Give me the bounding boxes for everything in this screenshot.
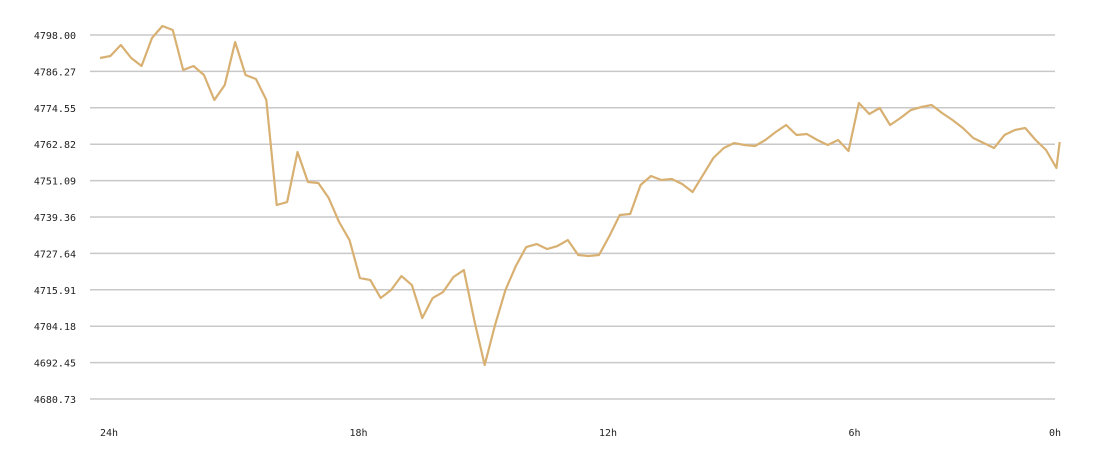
y-tick-label: 4715.91 [34, 286, 76, 297]
y-tick-label: 4762.82 [34, 140, 76, 151]
y-tick-label: 4751.09 [34, 177, 76, 188]
x-tick-label: 18h [350, 428, 368, 439]
y-tick-label: 4786.27 [34, 67, 76, 78]
x-tick-label: 0h [1049, 428, 1061, 439]
y-tick-label: 4680.73 [34, 395, 76, 406]
x-tick-label: 24h [100, 428, 118, 439]
y-tick-label: 4774.55 [34, 104, 76, 115]
y-tick-label: 4727.64 [34, 249, 76, 260]
y-tick-label: 4704.18 [34, 322, 76, 333]
y-tick-label: 4692.45 [34, 359, 76, 370]
y-tick-label: 4798.00 [34, 31, 76, 42]
x-tick-label: 6h [849, 428, 861, 439]
x-tick-label: 12h [599, 428, 617, 439]
y-tick-label: 4739.36 [34, 213, 76, 224]
price-line [99, 24, 1061, 367]
